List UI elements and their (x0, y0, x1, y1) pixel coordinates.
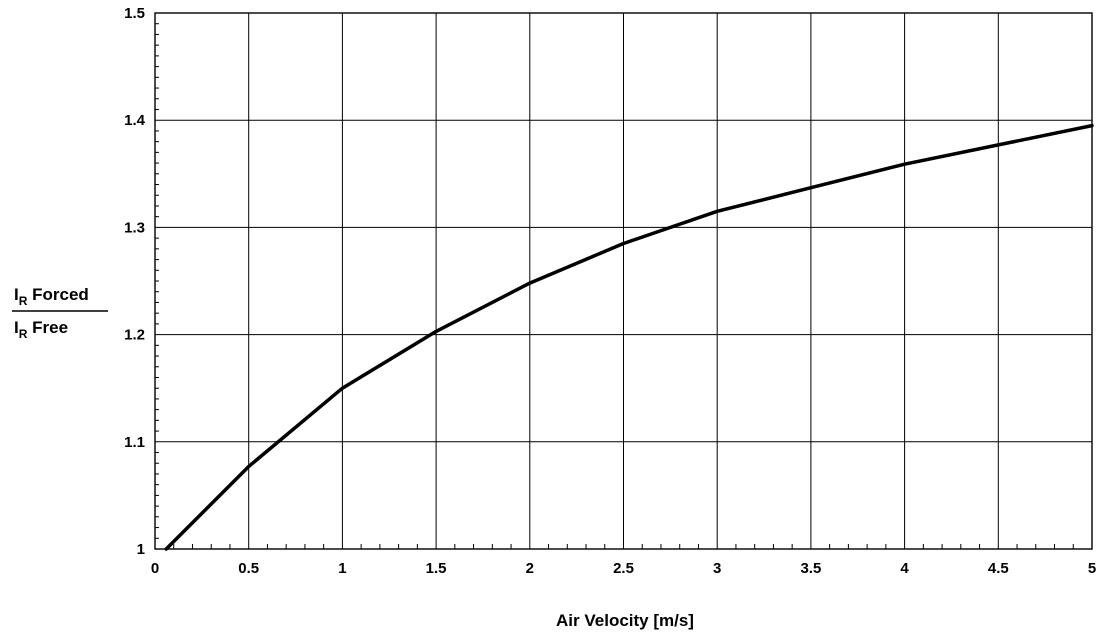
x-tick-label: 1.5 (426, 560, 447, 577)
y-axis-title-denominator: IR Free (14, 318, 68, 341)
y-tick-labels: 1 1.1 1.2 1.3 1.4 1.5 (124, 5, 146, 558)
x-tick-label: 5 (1088, 560, 1096, 577)
y-tick-label: 1.1 (124, 434, 145, 451)
y-tick-label: 1.2 (124, 327, 145, 344)
y-tick-label: 1.3 (124, 219, 145, 236)
x-tick-label: 3.5 (800, 560, 821, 577)
y-tick-label: 1.4 (124, 112, 146, 129)
x-tick-label: 2 (526, 560, 534, 577)
x-axis-title: Air Velocity [m/s] (556, 611, 694, 630)
y-tick-label: 1.5 (124, 5, 145, 22)
x-tick-label: 0.5 (238, 560, 259, 577)
grid (155, 13, 1092, 549)
minor-ticks (155, 23, 1074, 549)
x-tick-label: 4 (900, 560, 909, 577)
series-line (164, 123, 1094, 551)
x-tick-label: 4.5 (988, 560, 1009, 577)
x-tick-label: 1 (338, 560, 346, 577)
x-tick-labels: 0 0.5 1 1.5 2 2.5 3 3.5 4 4.5 5 (151, 560, 1096, 577)
x-tick-label: 3 (713, 560, 721, 577)
x-tick-label: 0 (151, 560, 159, 577)
y-axis-title: IR Forced IR Free (12, 285, 108, 341)
y-tick-label: 1 (137, 541, 145, 558)
y-axis-title-numerator: IR Forced (14, 285, 89, 308)
x-tick-label: 2.5 (613, 560, 634, 577)
plot-frame (154, 12, 1093, 550)
